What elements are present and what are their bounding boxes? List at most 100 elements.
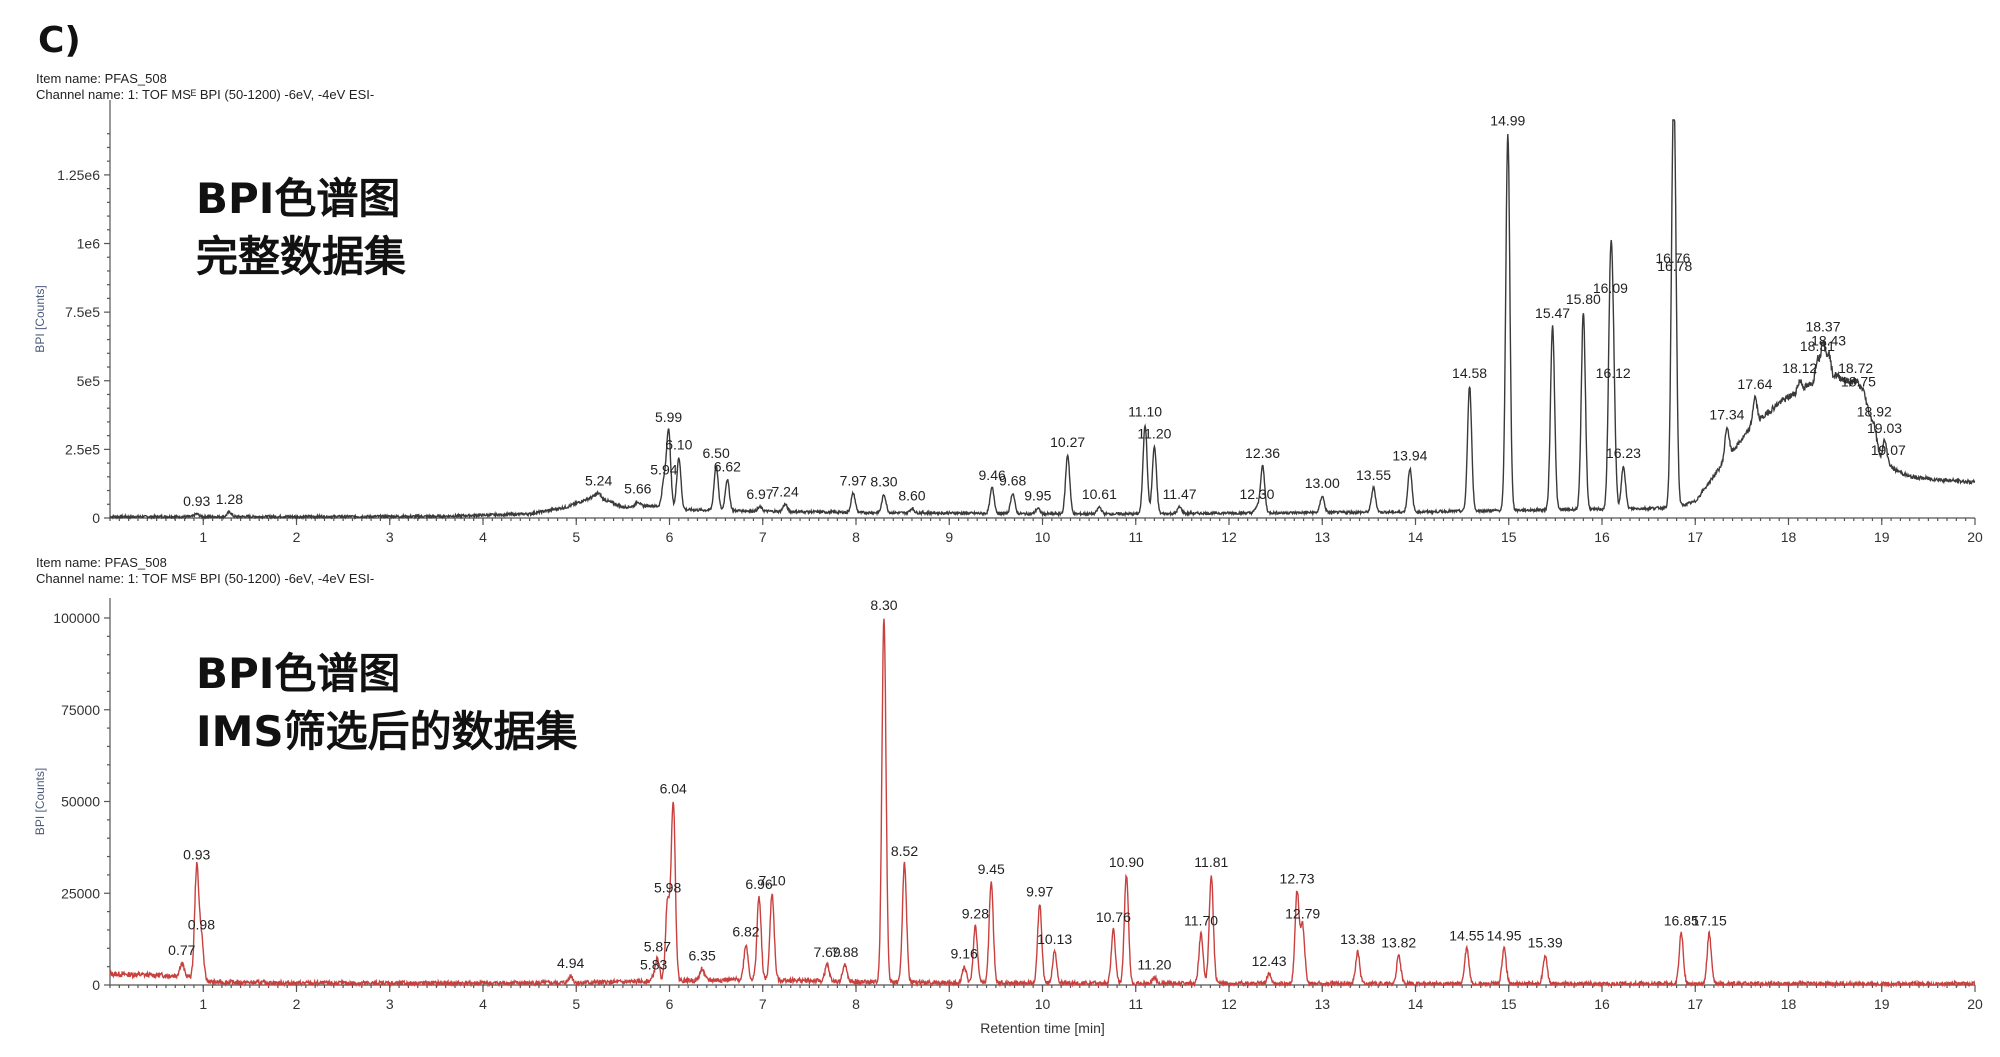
peak-label: 9.45	[978, 861, 1005, 877]
peak-label: 16.12	[1596, 365, 1631, 381]
peak-label: 13.82	[1381, 935, 1416, 951]
x-tick-label: 6	[666, 996, 674, 1012]
x-tick-label: 15	[1501, 529, 1517, 545]
x-tick-label: 3	[386, 529, 394, 545]
peak-label: 11.70	[1184, 913, 1218, 929]
peak-label: 11.20	[1137, 426, 1171, 442]
x-tick-label: 4	[479, 529, 487, 545]
peak-label: 7.88	[831, 944, 858, 960]
y-tick-label: 25000	[61, 885, 100, 901]
peak-label: 11.47	[1163, 486, 1197, 502]
peak-label: 16.85	[1664, 913, 1699, 929]
peak-label: 5.94	[650, 461, 677, 477]
x-tick-label: 18	[1781, 529, 1797, 545]
peak-label: 12.73	[1280, 870, 1315, 886]
overlay-title-line: BPI色谱图	[196, 174, 400, 223]
y-tick-label: 0	[92, 977, 100, 993]
peak-label: 14.99	[1490, 113, 1525, 129]
peak-label: 10.27	[1050, 434, 1085, 450]
x-tick-label: 3	[386, 996, 394, 1012]
peak-label: 6.82	[732, 924, 759, 940]
y-tick-label: 5e5	[77, 373, 101, 389]
peak-label: 10.76	[1096, 909, 1131, 925]
panel-letter: C)	[38, 20, 81, 61]
x-tick-label: 9	[945, 529, 953, 545]
peak-label: 5.99	[655, 409, 682, 425]
peak-label: 0.93	[183, 847, 210, 863]
overlay-title-line: 完整数据集	[196, 232, 406, 281]
peak-label: 13.55	[1356, 467, 1391, 483]
y-tick-label: 0	[92, 510, 100, 526]
peak-label: 5.24	[585, 472, 612, 488]
x-tick-label: 10	[1035, 529, 1051, 545]
peak-label: 17.34	[1709, 406, 1744, 422]
y-tick-label: 1e6	[77, 236, 101, 252]
peak-label: 5.83	[640, 957, 667, 973]
peak-label: 10.90	[1109, 854, 1144, 870]
peak-label: 10.13	[1037, 931, 1072, 947]
peak-label: 8.30	[870, 597, 897, 613]
x-tick-label: 14	[1408, 996, 1424, 1012]
x-tick-label: 5	[572, 996, 580, 1012]
peak-label: 18.92	[1857, 404, 1892, 420]
peak-label: 6.04	[660, 781, 687, 797]
x-tick-label: 19	[1874, 529, 1890, 545]
peak-label: 9.46	[979, 467, 1006, 483]
peak-label: 14.55	[1449, 927, 1484, 943]
y-axis-label: BPI [Counts]	[33, 768, 47, 835]
y-tick-label: 100000	[53, 610, 100, 626]
peak-label: 13.94	[1392, 448, 1427, 464]
channel-name: Channel name: 1: TOF MSᴱ BPI (50-1200) -…	[36, 87, 374, 102]
x-tick-label: 12	[1221, 529, 1237, 545]
overlay-title-line: IMS筛选后的数据集	[196, 707, 578, 756]
peak-label: 17.64	[1737, 376, 1772, 392]
peak-label: 6.50	[703, 445, 730, 461]
x-tick-label: 4	[479, 996, 487, 1012]
peak-label: 16.76	[1655, 250, 1690, 266]
peak-label: 8.60	[898, 487, 925, 503]
peak-label: 15.80	[1566, 291, 1601, 307]
peak-label: 8.30	[870, 474, 897, 490]
x-tick-label: 17	[1687, 996, 1703, 1012]
x-tick-label: 18	[1781, 996, 1797, 1012]
y-tick-label: 7.5e5	[65, 304, 100, 320]
peak-label: 12.43	[1252, 953, 1287, 969]
x-tick-label: 8	[852, 996, 860, 1012]
peak-label: 5.66	[624, 481, 651, 497]
peak-label: 13.38	[1340, 931, 1375, 947]
peak-label: 9.68	[999, 472, 1026, 488]
peak-label: 5.87	[644, 938, 671, 954]
peak-label: 5.98	[654, 880, 681, 896]
x-tick-label: 11	[1128, 529, 1143, 545]
x-tick-label: 5	[572, 529, 580, 545]
x-tick-label: 9	[945, 996, 953, 1012]
peak-label: 19.03	[1867, 420, 1902, 436]
peak-label: 16.23	[1606, 445, 1641, 461]
peak-label: 15.39	[1528, 935, 1563, 951]
peak-label: 18.75	[1841, 373, 1876, 389]
x-tick-label: 10	[1035, 996, 1051, 1012]
peak-label: 0.93	[183, 493, 210, 509]
y-tick-label: 50000	[61, 794, 100, 810]
item-name: Item name: PFAS_508	[36, 71, 167, 86]
peak-label: 9.28	[962, 905, 989, 921]
y-axis-label: BPI [Counts]	[33, 285, 47, 352]
peak-label: 6.10	[665, 437, 692, 453]
x-tick-label: 1	[199, 996, 207, 1012]
peak-label: 11.10	[1128, 404, 1162, 420]
x-axis-label: Retention time [min]	[980, 1020, 1105, 1036]
y-tick-label: 75000	[61, 702, 100, 718]
chromatogram-trace	[109, 119, 1976, 521]
x-tick-label: 15	[1501, 996, 1517, 1012]
x-tick-label: 16	[1594, 529, 1610, 545]
x-tick-label: 20	[1967, 529, 1983, 545]
peak-label: 7.97	[840, 472, 867, 488]
peak-label: 4.94	[557, 955, 584, 971]
x-tick-label: 14	[1408, 529, 1424, 545]
peak-label: 18.72	[1838, 360, 1873, 376]
peak-label: 16.09	[1593, 280, 1628, 296]
x-tick-label: 12	[1221, 996, 1237, 1012]
